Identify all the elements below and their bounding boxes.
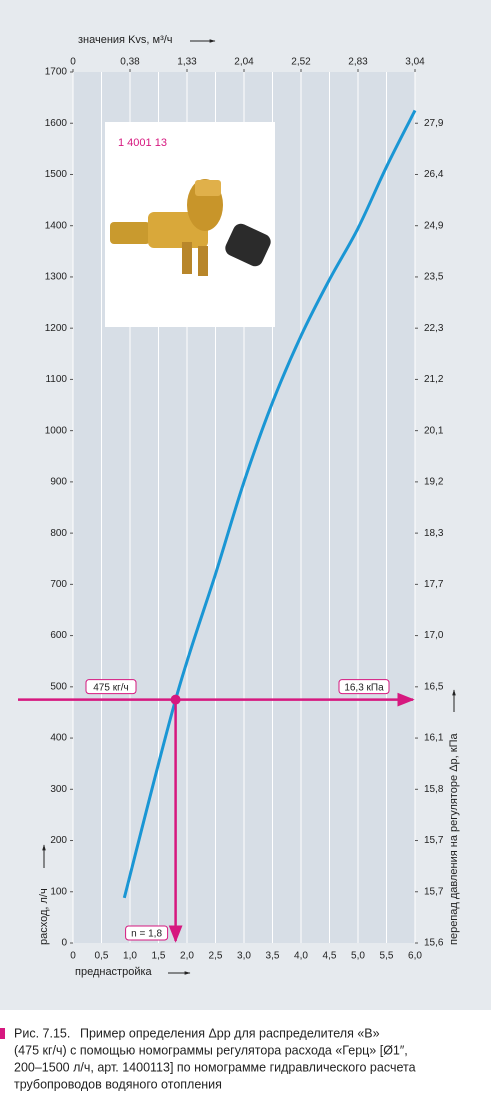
y2-tick-label: 15,7 [424, 835, 444, 846]
y2-tick-label: 21,2 [424, 374, 444, 385]
x-tick-label: 6,0 [408, 951, 422, 962]
y2-tick-label: 20,1 [424, 425, 444, 436]
y-tick-label: 1000 [45, 425, 68, 436]
caption-label: Рис. 7.15. [14, 1026, 70, 1040]
y-tick-label: 700 [50, 579, 67, 590]
y2-tick-label: 17,0 [424, 630, 444, 641]
y2-tick-label: 19,2 [424, 477, 444, 488]
annotation-box [338, 679, 390, 695]
annotation: 16,3 кПа [344, 682, 384, 693]
x-tick-label: 4,5 [323, 951, 337, 962]
y-tick-label: 1700 [45, 67, 68, 78]
y-tick-label: 0 [61, 938, 67, 949]
x-tick-label: 1,5 [152, 951, 166, 962]
y2-tick-label: 15,8 [424, 784, 444, 795]
y-tick-label: 900 [50, 477, 67, 488]
caption-line: Пример определения Δpр для распределител… [80, 1026, 380, 1040]
operating-point [170, 694, 181, 705]
annotation: n = 1,8 [131, 929, 162, 940]
x2-axis-title: значения Kvs, м³/ч [78, 34, 173, 46]
annotation-box [125, 925, 169, 941]
annotation: 475 кг/ч [93, 682, 128, 693]
y2-tick-label: 27,9 [424, 118, 444, 129]
x-axis-title: преднастройка [75, 966, 153, 978]
caption-line: (475 кг/ч) с помощью номограммы регулято… [14, 1043, 408, 1057]
x2-tick-label: 2,52 [291, 57, 311, 68]
annotation-box [85, 679, 137, 695]
x-tick-label: 0,5 [95, 951, 109, 962]
y-tick-label: 100 [50, 886, 67, 897]
y2-tick-label: 15,6 [424, 938, 444, 949]
y2-tick-label: 26,4 [424, 169, 444, 180]
caption-marker [0, 1028, 5, 1039]
y2-tick-label: 16,1 [424, 733, 444, 744]
y-tick-label: 1300 [45, 272, 68, 283]
photo-label: 1 4001 13 [118, 137, 167, 149]
y-tick-label: 1200 [45, 323, 68, 334]
y-axis-title: расход, л/ч [38, 888, 50, 945]
y-tick-label: 200 [50, 835, 67, 846]
y-tick-label: 400 [50, 733, 67, 744]
x-tick-label: 2,0 [180, 951, 194, 962]
caption-line: трубопроводов водяного отопления [14, 1077, 222, 1091]
y2-tick-label: 22,3 [424, 323, 444, 334]
y-tick-label: 1500 [45, 169, 68, 180]
y-tick-label: 300 [50, 784, 67, 795]
y-tick-label: 600 [50, 630, 67, 641]
y2-tick-label: 23,5 [424, 272, 444, 283]
y-tick-label: 1100 [45, 374, 67, 385]
x2-tick-label: 2,04 [234, 57, 254, 68]
x2-tick-label: 0,38 [120, 57, 140, 68]
x2-tick-label: 3,04 [405, 57, 425, 68]
y2-tick-label: 24,9 [424, 220, 444, 231]
y2-axis-title: перепад давления на регуляторе Δp, кПа [448, 732, 460, 945]
y2-tick-label: 15,7 [424, 886, 444, 897]
x2-tick-label: 1,33 [177, 57, 197, 68]
y2-tick-label: 18,3 [424, 528, 444, 539]
y-tick-label: 1400 [45, 220, 68, 231]
x-tick-label: 1,0 [123, 951, 137, 962]
y-tick-label: 1600 [45, 118, 68, 129]
y-tick-label: 500 [50, 681, 67, 692]
valve-image [110, 179, 271, 276]
caption-line: 200–1500 л/ч, арт. 1400113] по номограмм… [14, 1060, 416, 1074]
y-tick-label: 800 [50, 528, 67, 539]
x-tick-label: 2,5 [209, 951, 223, 962]
x-tick-label: 5,5 [380, 951, 394, 962]
x-tick-label: 5,0 [351, 951, 365, 962]
x-tick-label: 0 [70, 951, 76, 962]
x-tick-label: 4,0 [294, 951, 308, 962]
x-tick-label: 3,0 [237, 951, 251, 962]
x2-tick-label: 2,83 [348, 57, 368, 68]
y2-tick-label: 17,7 [424, 579, 444, 590]
y2-tick-label: 16,5 [424, 681, 444, 692]
x-tick-label: 3,5 [266, 951, 280, 962]
x2-tick-label: 0 [70, 57, 76, 68]
